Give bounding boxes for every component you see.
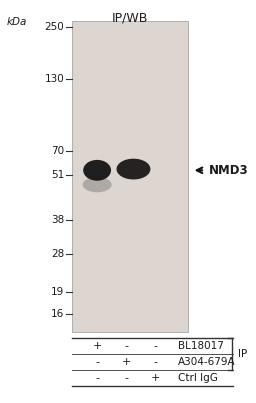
Text: 28: 28: [51, 249, 65, 259]
Ellipse shape: [83, 160, 111, 181]
Text: +: +: [122, 357, 131, 368]
Bar: [72, 21, 188, 332]
Text: A304-679A: A304-679A: [178, 357, 236, 368]
Ellipse shape: [116, 159, 151, 179]
Text: 250: 250: [45, 23, 65, 32]
Text: 70: 70: [51, 146, 65, 156]
Text: NMD3: NMD3: [209, 164, 248, 177]
Text: 130: 130: [45, 75, 65, 85]
Text: -: -: [153, 357, 157, 368]
Text: -: -: [124, 341, 128, 351]
Text: -: -: [153, 341, 157, 351]
Text: 38: 38: [51, 214, 65, 224]
Text: 19: 19: [51, 287, 65, 297]
Text: 16: 16: [51, 309, 65, 318]
Text: -: -: [95, 374, 99, 383]
Ellipse shape: [83, 177, 112, 192]
Text: -: -: [95, 357, 99, 368]
Text: IP: IP: [238, 349, 247, 359]
Text: Ctrl IgG: Ctrl IgG: [178, 374, 218, 383]
Text: +: +: [92, 341, 102, 351]
Text: IP/WB: IP/WB: [112, 11, 148, 25]
Text: +: +: [151, 374, 160, 383]
Text: kDa: kDa: [6, 17, 27, 27]
Text: -: -: [124, 374, 128, 383]
Text: BL18017: BL18017: [178, 341, 224, 351]
Text: 51: 51: [51, 170, 65, 181]
